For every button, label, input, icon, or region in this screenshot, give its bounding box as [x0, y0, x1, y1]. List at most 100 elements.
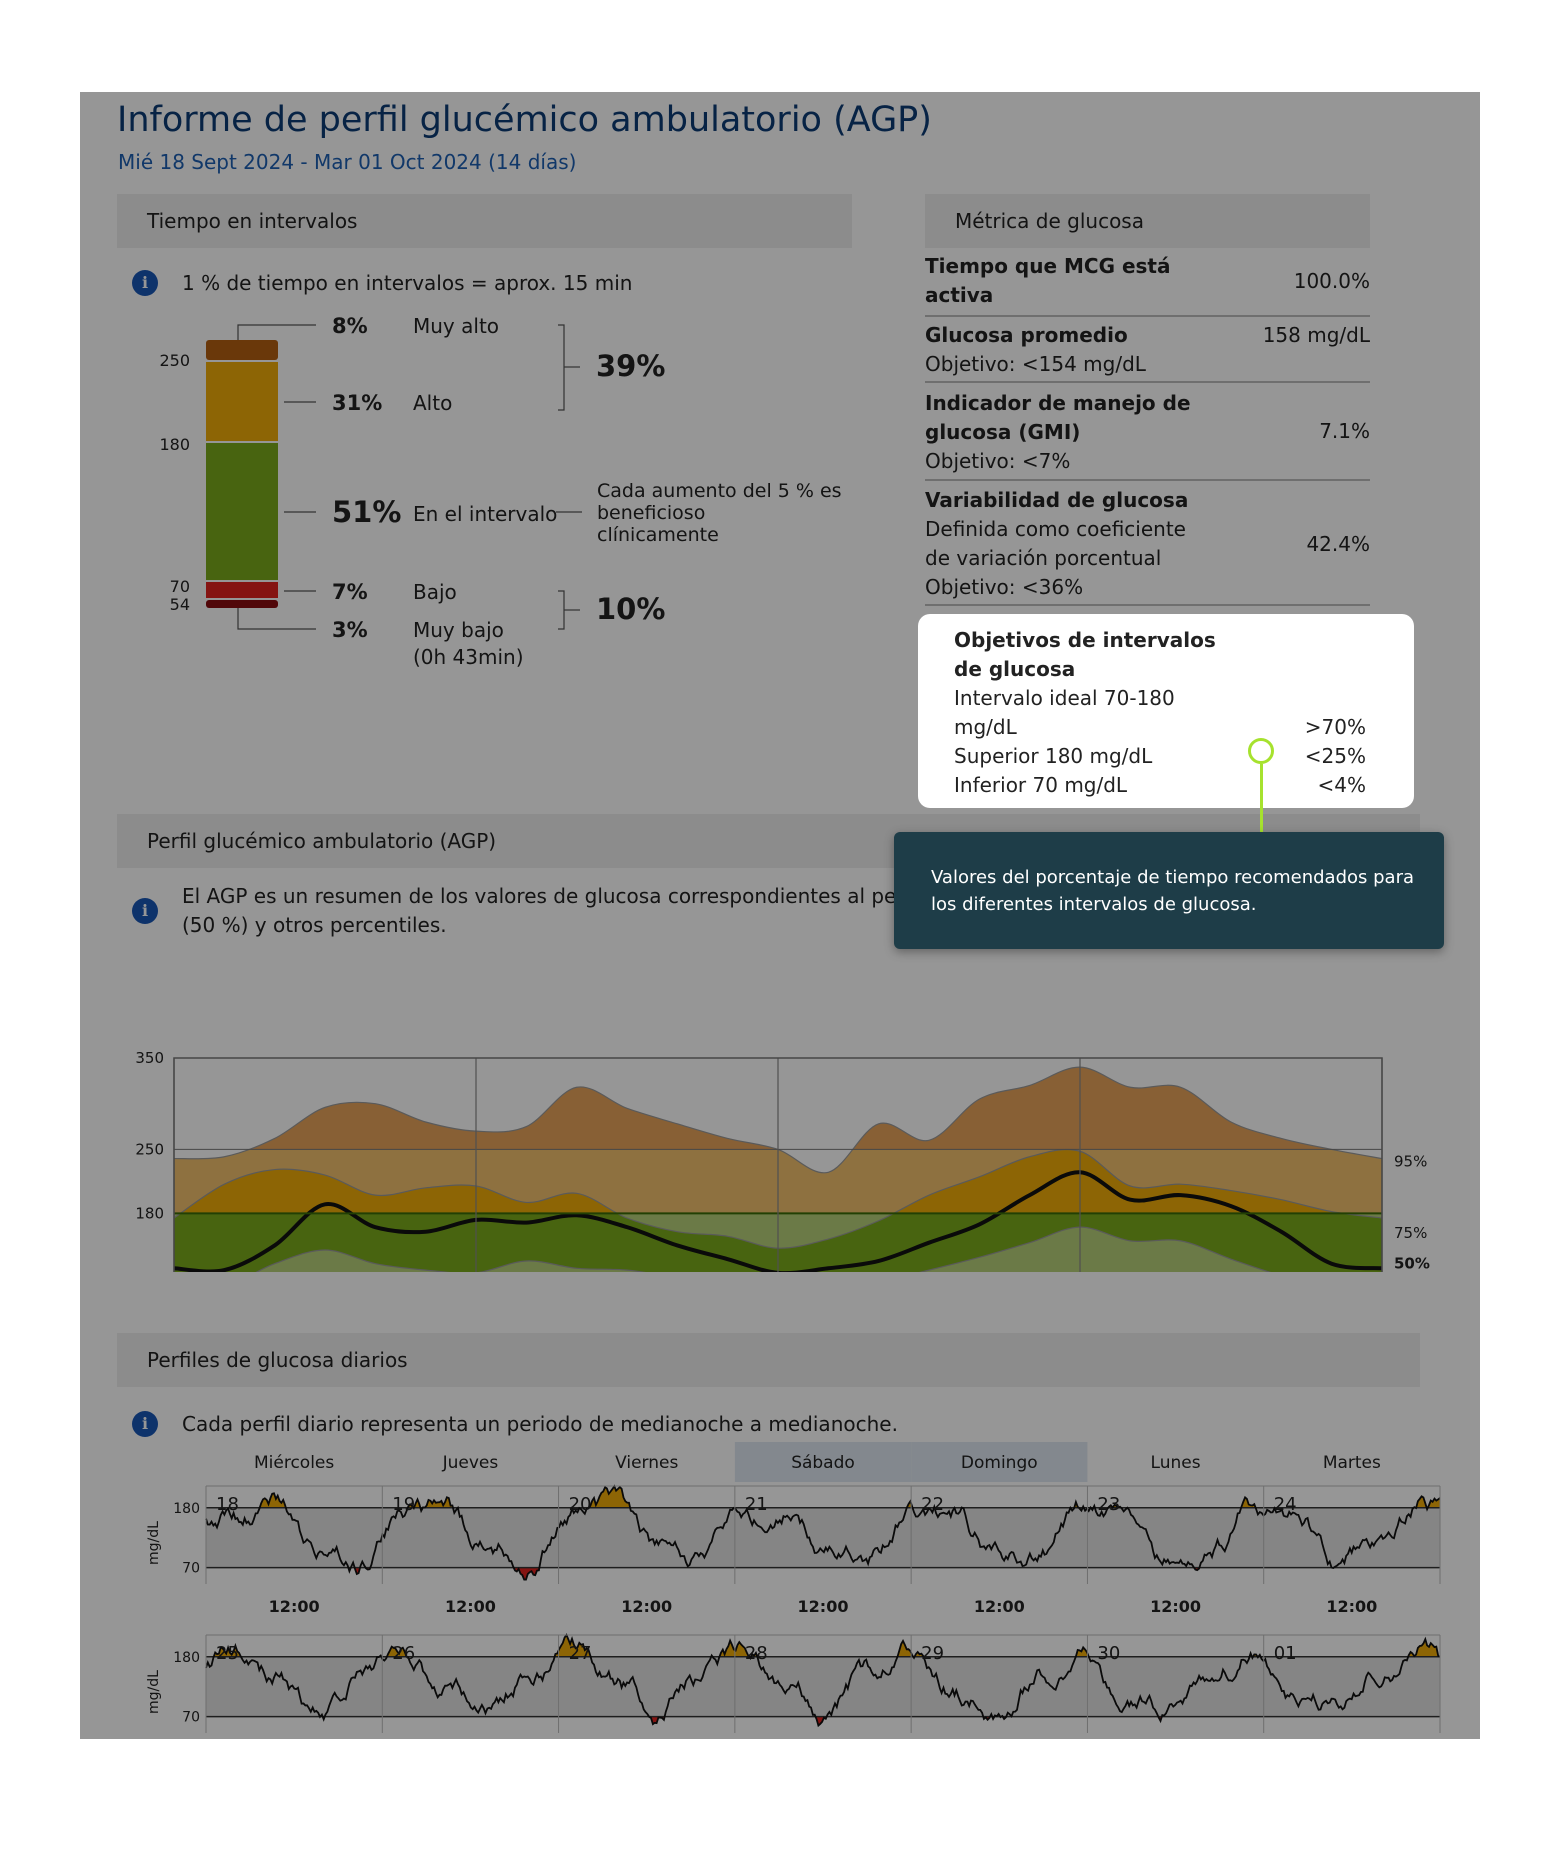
daily-date-label: 27 — [569, 1643, 592, 1664]
target-upper-value: <25% — [1304, 744, 1366, 768]
daily-midday-label: 12:00 — [1150, 1597, 1201, 1616]
daily-date-label: 22 — [921, 1494, 944, 1515]
target-lower-label: Inferior 70 mg/dL — [954, 773, 1128, 797]
metrics-section-header: Métrica de glucosa — [925, 194, 1370, 248]
metric-label-target: Objetivo: <154 mg/dL — [925, 352, 1146, 376]
benefit-note-line: beneficioso — [597, 502, 706, 524]
benefit-note-line: Cada aumento del 5 % es — [597, 480, 842, 502]
daily-ytick-label: 70 — [182, 1561, 200, 1577]
daily-date-label: 18 — [216, 1494, 239, 1515]
daily-glucose-trace — [205, 1484, 1441, 1581]
tir-very-low-pct: 3% — [332, 618, 368, 642]
agp-info-line: El AGP es un resumen de los valores de g… — [182, 884, 897, 908]
metric-label-bold: Variabilidad de glucosa — [925, 488, 1189, 512]
day-header-label: Viernes — [615, 1453, 678, 1473]
daily-ylabel: mg/dL — [146, 1521, 162, 1565]
daily-date-label: 19 — [392, 1494, 415, 1515]
daily-date-label: 26 — [392, 1643, 415, 1664]
daily-ytick-label: 70 — [182, 1710, 200, 1726]
daily-midday-label: 12:00 — [974, 1597, 1025, 1616]
tir-ytick-180: 180 — [159, 435, 190, 454]
tir-low-label: Bajo — [413, 580, 457, 604]
tir-section-header: Tiempo en intervalos — [117, 194, 852, 248]
metric-label: Indicador de manejo de glucosa (GMI) Objet… — [925, 389, 1191, 476]
tir-bar-high — [206, 362, 278, 441]
day-header-label: Miércoles — [254, 1453, 334, 1473]
tir-very-high-label: Muy alto — [413, 314, 500, 338]
daily-date-label: 01 — [1274, 1643, 1297, 1664]
report-date-range: Mié 18 Sept 2024 - Mar 01 Oct 2024 (14 d… — [118, 150, 577, 174]
agp-frame — [173, 1057, 1383, 1272]
daily-date-label: 21 — [745, 1494, 768, 1515]
hotspot-marker[interactable] — [1248, 738, 1274, 764]
targets-title-line: Objetivos de intervalos — [954, 628, 1216, 652]
daily-midday-label: 12:00 — [621, 1597, 672, 1616]
agp-percentile-label: 25% — [1394, 1271, 1427, 1272]
tir-bar-in-range — [206, 443, 278, 580]
agp-ytick-label: 250 — [135, 1140, 164, 1158]
agp-line-25 — [255, 1226, 1272, 1272]
metric-label-bold: glucosa (GMI) — [925, 420, 1081, 444]
metrics-section-title: Métrica de glucosa — [955, 209, 1144, 233]
tir-bar-very-high — [206, 340, 278, 360]
agp-ytick-label: 350 — [135, 1049, 164, 1067]
metric-label: Variabilidad de glucosa Definida como coe… — [925, 486, 1188, 602]
day-header-label: Lunes — [1151, 1453, 1201, 1473]
tir-ytick-70: 70 — [169, 577, 190, 596]
daily-date-label: 30 — [1097, 1643, 1120, 1664]
tir-high-pct: 31% — [332, 391, 383, 415]
daily-date-label: 20 — [569, 1494, 592, 1515]
metric-row-avg-glucose: Glucosa promedio Objetivo: <154 mg/dL 158… — [925, 321, 1370, 383]
daily-date-label: 28 — [745, 1643, 768, 1664]
daily-ytick-label: 180 — [173, 1650, 200, 1666]
info-icon[interactable]: i — [132, 898, 158, 924]
daily-date-label: 24 — [1274, 1494, 1297, 1515]
tir-high-label: Alto — [413, 391, 453, 415]
weekend-header-bg — [734, 1442, 912, 1482]
tir-ytick-54: 54 — [169, 595, 190, 614]
metric-label-bold: Indicador de manejo de — [925, 391, 1191, 415]
metric-label-text: de variación porcentual — [925, 546, 1162, 570]
daily-midday-label: 12:00 — [798, 1597, 849, 1616]
target-lower-value: <4% — [1317, 773, 1367, 797]
metric-value: 158 mg/dL — [1262, 323, 1370, 347]
metric-label: Glucosa promedio Objetivo: <154 mg/dL — [925, 321, 1146, 379]
metric-row-variability: Variabilidad de glucosa Definida como coe… — [925, 486, 1370, 606]
target-ideal-label: Intervalo ideal 70-180 — [954, 686, 1175, 710]
weekend-header-bg — [911, 1442, 1088, 1482]
daily-target-band — [206, 1507, 1440, 1568]
tooltip-text: Valores del porcentaje de tiempo recomen… — [931, 867, 1415, 915]
day-header-label: Martes — [1323, 1453, 1381, 1473]
tir-in-range-pct: 51% — [332, 495, 402, 529]
target-ideal-value: >70% — [1304, 715, 1366, 739]
daily-profiles-chart: Miércoles Jueves Viernes Sábado Domingo Lunes… — [146, 1442, 1441, 1733]
tir-stacked-bar — [206, 324, 582, 630]
info-icon[interactable]: i — [132, 270, 158, 296]
metric-label: Tiempo que MCG está activa — [925, 252, 1171, 310]
daily-date-label: 25 — [216, 1643, 239, 1664]
day-header-label: Jueves — [442, 1453, 499, 1473]
glucose-targets-card: Objetivos de intervalos de glucosa Inter… — [918, 614, 1414, 808]
tir-section-title: Tiempo en intervalos — [147, 209, 358, 233]
metric-label-bold: Glucosa promedio — [925, 323, 1128, 347]
metric-row-gmi: Indicador de manejo de glucosa (GMI) Objet… — [925, 389, 1370, 481]
tir-low-total: 10% — [596, 592, 666, 626]
agp-section-title: Perfil glucémico ambulatorio (AGP) — [147, 829, 497, 853]
daily-midday-label: 12:00 — [445, 1597, 496, 1616]
agp-percentile-label: 95% — [1394, 1153, 1427, 1171]
tir-in-range-label: En el intervalo — [413, 502, 558, 526]
day-header-label: Sábado — [791, 1453, 855, 1473]
metric-value: 42.4% — [1306, 532, 1370, 556]
metric-label-target: Objetivo: <36% — [925, 575, 1084, 599]
tir-ytick-250: 250 — [159, 351, 190, 370]
agp-band-very-high — [249, 1067, 1332, 1150]
metric-label-bold: Tiempo que MCG está — [925, 254, 1171, 278]
daily-date-label: 23 — [1097, 1494, 1120, 1515]
tooltip-connector — [1260, 764, 1263, 832]
agp-info-text: El AGP es un resumen de los valores de g… — [182, 882, 896, 940]
info-icon[interactable]: i — [132, 1411, 158, 1437]
agp-report: Informe de perfil glucémico ambulatorio … — [80, 92, 1480, 1739]
metric-label-text: Definida como coeficiente — [925, 517, 1186, 541]
tir-low-pct: 7% — [332, 580, 368, 604]
daily-date-label: 29 — [921, 1643, 944, 1664]
